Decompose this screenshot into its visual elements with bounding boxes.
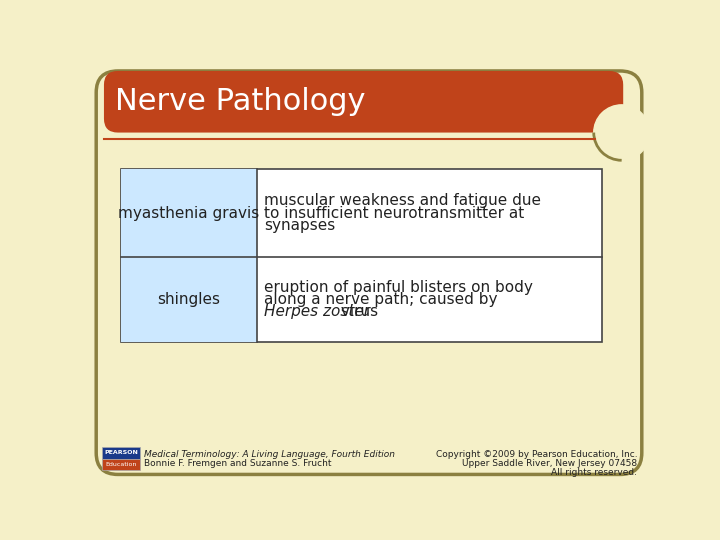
- Text: Herpes zoster: Herpes zoster: [264, 305, 370, 320]
- Text: eruption of painful blisters on body: eruption of painful blisters on body: [264, 280, 534, 295]
- Text: Bonnie F. Fremgen and Suzanne S. Frucht: Bonnie F. Fremgen and Suzanne S. Frucht: [144, 459, 332, 468]
- Text: Copyright ©2009 by Pearson Education, Inc.: Copyright ©2009 by Pearson Education, In…: [436, 450, 637, 459]
- Text: virus: virus: [336, 305, 379, 320]
- Text: All rights reserved.: All rights reserved.: [551, 468, 637, 477]
- Text: along a nerve path; caused by: along a nerve path; caused by: [264, 292, 498, 307]
- Circle shape: [594, 105, 649, 160]
- Bar: [121, 257, 256, 342]
- Text: Upper Saddle River, New Jersey 07458: Upper Saddle River, New Jersey 07458: [462, 459, 637, 468]
- Bar: [121, 168, 256, 257]
- Text: synapses: synapses: [264, 218, 336, 233]
- Bar: [102, 447, 140, 459]
- Text: Nerve Pathology: Nerve Pathology: [114, 87, 365, 116]
- Bar: [102, 459, 140, 470]
- Text: PEARSON: PEARSON: [104, 450, 138, 455]
- Text: to insufficient neurotransmitter at: to insufficient neurotransmitter at: [264, 206, 525, 220]
- Text: shingles: shingles: [157, 292, 220, 307]
- FancyBboxPatch shape: [104, 71, 624, 132]
- Text: muscular weakness and fatigue due: muscular weakness and fatigue due: [264, 193, 541, 208]
- FancyBboxPatch shape: [96, 71, 642, 475]
- Text: myasthenia gravis: myasthenia gravis: [118, 206, 259, 220]
- Text: Medical Terminology: A Living Language, Fourth Edition: Medical Terminology: A Living Language, …: [144, 450, 395, 459]
- Bar: [121, 168, 601, 342]
- Text: Education: Education: [105, 462, 137, 467]
